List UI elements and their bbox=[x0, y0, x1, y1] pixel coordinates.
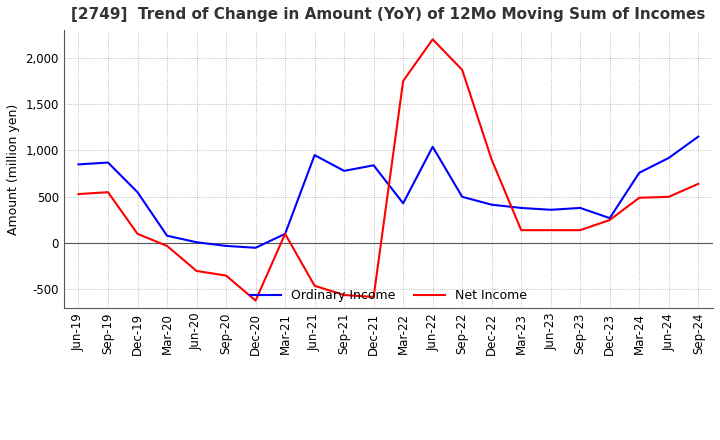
Ordinary Income bbox=[104, 160, 112, 165]
Net Income bbox=[665, 194, 673, 199]
Ordinary Income bbox=[399, 201, 408, 206]
Net Income bbox=[310, 283, 319, 288]
Net Income bbox=[576, 227, 585, 233]
Net Income bbox=[606, 217, 614, 223]
Ordinary Income bbox=[310, 153, 319, 158]
Line: Net Income: Net Income bbox=[78, 39, 698, 301]
Ordinary Income bbox=[74, 162, 83, 167]
Ordinary Income bbox=[694, 134, 703, 139]
Net Income bbox=[487, 157, 496, 162]
Ordinary Income bbox=[428, 144, 437, 150]
Net Income bbox=[281, 231, 289, 237]
Ordinary Income bbox=[369, 163, 378, 168]
Net Income bbox=[428, 37, 437, 42]
Ordinary Income bbox=[576, 205, 585, 211]
Legend: Ordinary Income, Net Income: Ordinary Income, Net Income bbox=[245, 284, 532, 307]
Net Income bbox=[399, 78, 408, 84]
Net Income bbox=[340, 293, 348, 298]
Ordinary Income bbox=[517, 205, 526, 211]
Net Income bbox=[163, 243, 171, 249]
Line: Ordinary Income: Ordinary Income bbox=[78, 136, 698, 248]
Ordinary Income bbox=[163, 233, 171, 238]
Net Income bbox=[694, 181, 703, 187]
Ordinary Income bbox=[665, 155, 673, 161]
Ordinary Income bbox=[222, 243, 230, 249]
Net Income bbox=[251, 298, 260, 303]
Ordinary Income bbox=[192, 239, 201, 245]
Ordinary Income bbox=[281, 231, 289, 237]
Net Income bbox=[192, 268, 201, 274]
Net Income bbox=[369, 294, 378, 300]
Ordinary Income bbox=[487, 202, 496, 207]
Ordinary Income bbox=[251, 245, 260, 250]
Net Income bbox=[104, 190, 112, 195]
Ordinary Income bbox=[133, 190, 142, 195]
Net Income bbox=[517, 227, 526, 233]
Net Income bbox=[133, 231, 142, 237]
Ordinary Income bbox=[546, 207, 555, 213]
Ordinary Income bbox=[606, 216, 614, 221]
Net Income bbox=[458, 67, 467, 73]
Net Income bbox=[635, 195, 644, 200]
Y-axis label: Amount (million yen): Amount (million yen) bbox=[7, 103, 20, 235]
Ordinary Income bbox=[340, 168, 348, 173]
Ordinary Income bbox=[458, 194, 467, 199]
Ordinary Income bbox=[635, 170, 644, 176]
Net Income bbox=[546, 227, 555, 233]
Net Income bbox=[74, 191, 83, 197]
Title: [2749]  Trend of Change in Amount (YoY) of 12Mo Moving Sum of Incomes: [2749] Trend of Change in Amount (YoY) o… bbox=[71, 7, 706, 22]
Net Income bbox=[222, 273, 230, 278]
